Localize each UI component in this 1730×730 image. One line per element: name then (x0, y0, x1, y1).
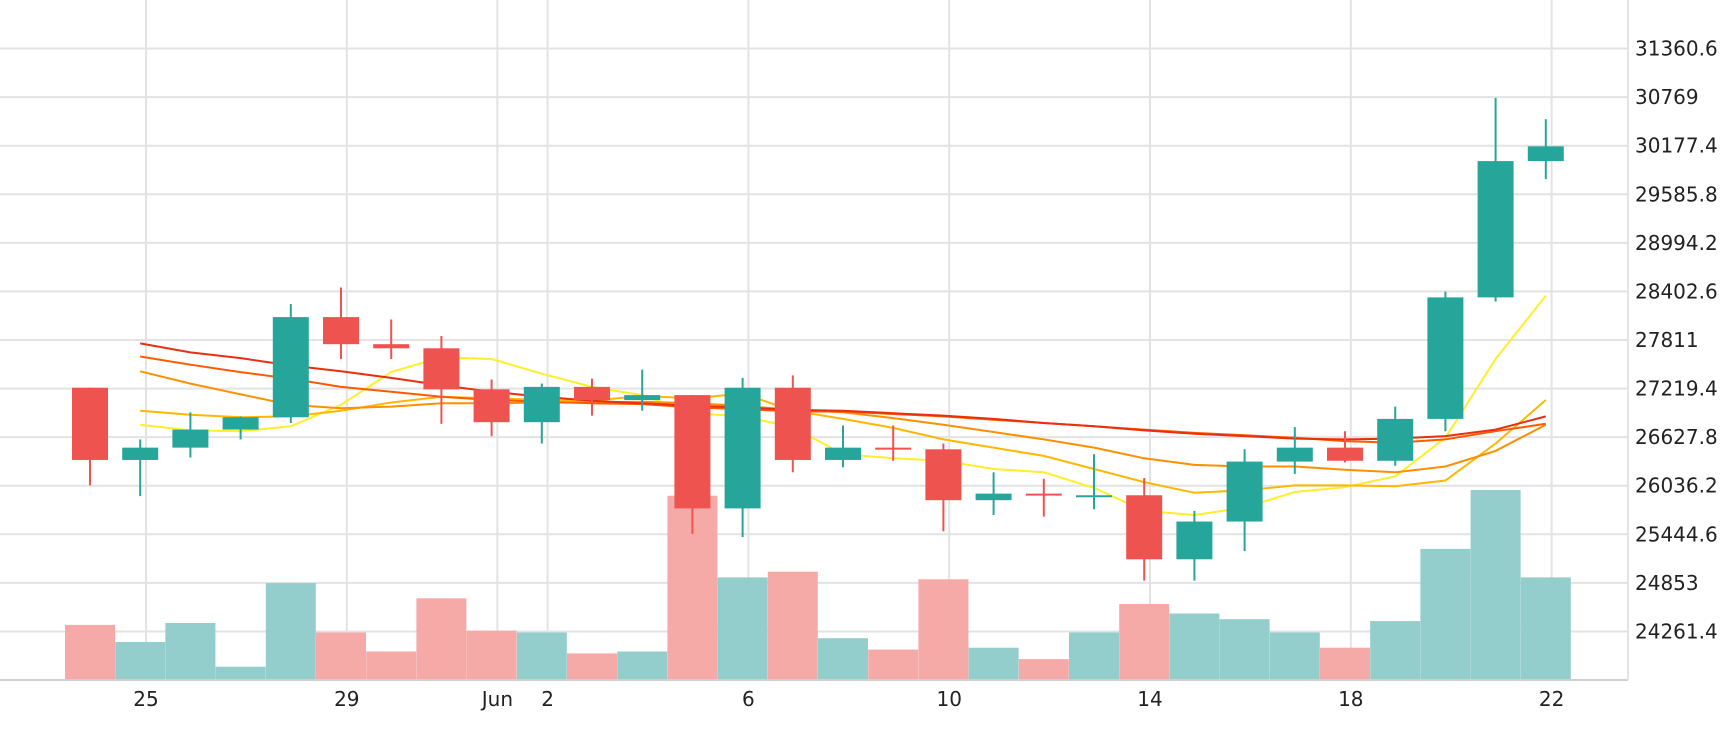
volume-bar (1119, 604, 1170, 680)
x-tick-labels: 25 29 Jun 2 6 10 14 18 22 (133, 687, 1564, 711)
candle-body (222, 417, 259, 430)
volume-bar (115, 642, 166, 680)
candle-body (774, 387, 811, 460)
candle-body (1276, 447, 1313, 462)
y-tick-label: 28994.2 (1635, 231, 1718, 255)
candle-body (1327, 447, 1363, 461)
moving-average-line-2 (140, 392, 1547, 494)
volume-bar (1370, 621, 1421, 680)
candle-body (1226, 461, 1263, 522)
x-tick-label: Jun (480, 687, 513, 711)
volume-bar (767, 571, 818, 680)
candle-body (1477, 161, 1514, 298)
candle-body (1527, 146, 1564, 162)
volume-bar (516, 632, 567, 680)
volume-bar (567, 653, 617, 680)
candle-body (825, 447, 861, 460)
candle-body (323, 317, 359, 345)
candle-body (674, 395, 711, 509)
candle-body (1377, 418, 1414, 461)
x-tick-label: 14 (1137, 687, 1162, 711)
y-tick-label: 30177.4 (1635, 134, 1718, 158)
x-tick-label: 18 (1338, 687, 1363, 711)
y-tick-label: 26036.2 (1635, 474, 1718, 498)
volume-layer (65, 490, 1571, 680)
volume-bar (918, 579, 969, 680)
volume-bar (1219, 619, 1270, 680)
volume-bar (968, 647, 1019, 680)
y-tick-label: 26627.8 (1635, 425, 1718, 449)
volume-bar (1420, 548, 1471, 680)
y-tick-labels: 31360.6 30769 30177.4 29585.8 28994.2 28402.6… (1635, 37, 1718, 644)
volume-bar (65, 624, 115, 680)
y-tick-label: 24261.4 (1635, 619, 1718, 643)
y-tick-label: 30769 (1635, 85, 1699, 109)
volume-bar (818, 638, 868, 680)
volume-bar (1470, 490, 1521, 680)
candle-body (72, 387, 108, 460)
volume-bar (1018, 659, 1069, 680)
volume-bar (1520, 577, 1571, 680)
y-tick-label: 31360.6 (1635, 37, 1718, 61)
y-tick-label: 27219.4 (1635, 377, 1718, 401)
candle-body (473, 389, 510, 423)
moving-average-layer (139, 295, 1547, 517)
moving-average-line-5 (140, 342, 1547, 441)
candle-body (1025, 493, 1062, 496)
candle-body (875, 447, 912, 450)
volume-bar (165, 623, 216, 680)
volume-bar (265, 583, 316, 680)
candle-body (122, 447, 159, 460)
x-tick-label: 10 (936, 687, 961, 711)
x-tick-label: 2 (541, 687, 554, 711)
candle-body (172, 429, 209, 448)
candle-body (373, 344, 410, 349)
volume-bar (416, 598, 467, 680)
volume-bar (868, 649, 919, 680)
x-tick-label: 22 (1539, 687, 1564, 711)
x-tick-label: 25 (133, 687, 158, 711)
x-tick-label: 6 (742, 687, 755, 711)
candle-body (624, 395, 661, 401)
x-tick-label: 29 (334, 687, 359, 711)
candle-body (975, 493, 1012, 501)
y-tick-label: 25444.6 (1635, 522, 1718, 546)
y-tick-label: 28402.6 (1635, 279, 1718, 303)
candle-body (724, 387, 761, 509)
volume-bar (215, 666, 266, 680)
candle-body (423, 348, 460, 390)
volume-bar (1169, 613, 1220, 680)
volume-bar (366, 651, 417, 680)
volume-bar (466, 630, 517, 680)
volume-bar (316, 632, 366, 680)
volume-bar (717, 577, 768, 680)
volume-bar (617, 651, 668, 680)
candle-body (1126, 495, 1163, 560)
y-tick-label: 27811 (1635, 328, 1699, 352)
candle-body (272, 317, 309, 418)
y-tick-label: 29585.8 (1635, 182, 1718, 206)
volume-bar (1320, 647, 1370, 680)
candle-body (523, 386, 560, 423)
y-tick-label: 24853 (1635, 571, 1699, 595)
candle-body (1076, 495, 1112, 498)
candle-body (925, 449, 962, 501)
volume-bar (1269, 632, 1320, 680)
candle-body (1427, 297, 1464, 419)
volume-bar (1069, 632, 1119, 680)
candle-layer (72, 97, 1564, 581)
candle-body (1176, 521, 1213, 560)
candle-body (574, 386, 610, 401)
